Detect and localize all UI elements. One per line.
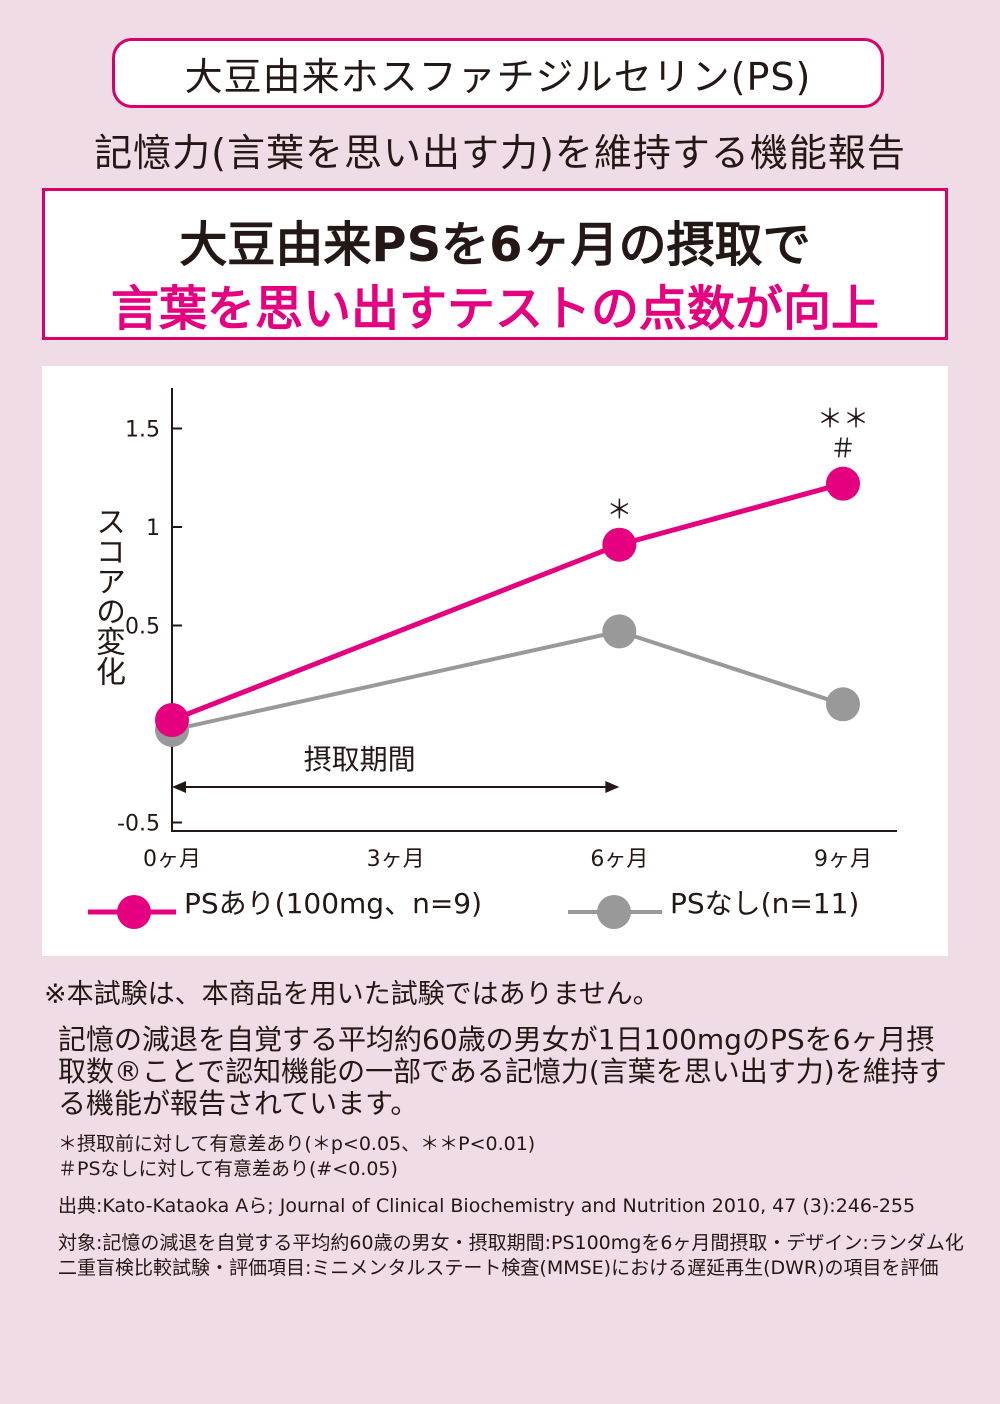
summary-text: 記憶の減退を自覚する平均約60歳の男女が1日100mgのPSを6ヶ月摂取数®こと…: [58, 1023, 947, 1120]
y-tick-label: -0.5: [117, 812, 160, 837]
legend-marker-control: [597, 895, 631, 929]
headline-box: 大豆由来PSを6ヶ月の摂取で 言葉を思い出すテストの点数が向上: [42, 188, 948, 340]
data-point-ps: [602, 527, 637, 562]
y-tick-label: 1: [146, 516, 160, 541]
headline-line-1: 大豆由来PSを6ヶ月の摂取で: [179, 217, 811, 273]
significance-mark-6m: ＊: [606, 496, 632, 526]
significance-note-1: ＊摂取前に対して有意差あり(＊p<0.05、＊＊P<0.01): [58, 1133, 536, 1155]
series-line-ps: [171, 481, 844, 723]
source-citation: 出典:Kato-Kataoka Aら; Journal of Clinical …: [58, 1195, 916, 1217]
claim-subtitle: 記憶力(言葉を思い出す力)を維持する機能報告: [94, 131, 906, 175]
data-point-ps: [826, 466, 860, 501]
y-tick-label: 0.5: [125, 615, 160, 640]
study-design-note: 対象:記憶の減退を自覚する平均約60歳の男女・摂取期間:PS100mgを6ヶ月間…: [58, 1232, 964, 1279]
ingredient-title-pill: 大豆由来ホスファチジルセリン(PS): [112, 38, 884, 108]
data-point-control: [826, 687, 860, 722]
y-axis-title: スコアの変化: [90, 506, 125, 686]
x-tick-label: 6ヶ月: [590, 847, 648, 872]
x-tick-label: 0ヶ月: [143, 847, 201, 872]
significance-mark-9m-top: ＊＊: [817, 405, 869, 435]
headline-line-2: 言葉を思い出すテストの点数が向上: [110, 281, 879, 337]
chart-panel: -0.5 0.5 1 1.5 0ヶ月 3ヶ月 6ヶ月 9ヶ月＊＊＊＃摂取期間 スコアの変化 P…: [42, 366, 948, 956]
x-tick-label: 3ヶ月: [367, 847, 425, 872]
period-arrow-left-head: [172, 781, 186, 793]
data-point-control: [602, 614, 637, 649]
period-label: 摂取期間: [304, 743, 416, 776]
period-arrow-right-head: [605, 781, 620, 793]
legend-label-control: PSなし(n=11): [670, 887, 860, 920]
disclaimer-text: ※本試験は、本商品を用いた試験ではありません。: [44, 979, 660, 1010]
significance-note-2: ＃PSなしに対して有意差あり(#<0.05): [58, 1158, 398, 1180]
data-point-ps: [155, 703, 189, 738]
y-tick-label: 1.5: [125, 418, 160, 443]
x-tick-label: 9ヶ月: [814, 847, 872, 872]
significance-mark-9m-bottom: ＃: [830, 435, 856, 465]
notes: ※本試験は、本商品を用いた試験ではありません。 記憶の減退を自覚する平均約60歳…: [44, 978, 964, 1281]
ingredient-title: 大豆由来ホスファチジルセリン(PS): [184, 54, 812, 99]
legend-label-ps: PSあり(100mg、n=9): [184, 887, 483, 920]
legend-marker-ps: [117, 895, 151, 929]
